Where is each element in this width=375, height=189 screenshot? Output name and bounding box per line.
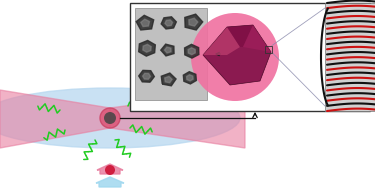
Polygon shape	[139, 70, 154, 82]
Polygon shape	[110, 90, 245, 148]
Polygon shape	[184, 44, 199, 58]
Ellipse shape	[0, 88, 240, 148]
Polygon shape	[143, 44, 151, 52]
Polygon shape	[0, 90, 110, 148]
Polygon shape	[183, 72, 196, 84]
Polygon shape	[203, 25, 271, 85]
Polygon shape	[243, 25, 271, 52]
Bar	[265, 46, 272, 53]
Polygon shape	[164, 47, 171, 53]
FancyArrow shape	[96, 177, 124, 187]
Polygon shape	[161, 44, 174, 56]
Circle shape	[191, 13, 279, 101]
Polygon shape	[142, 73, 150, 79]
Bar	[130, 3, 370, 111]
Circle shape	[104, 112, 116, 124]
Polygon shape	[188, 48, 195, 55]
Polygon shape	[185, 14, 203, 30]
Polygon shape	[187, 75, 193, 81]
Bar	[325, 3, 375, 111]
Polygon shape	[161, 17, 176, 29]
FancyArrow shape	[97, 164, 123, 174]
Circle shape	[105, 165, 115, 175]
Polygon shape	[165, 20, 172, 26]
Polygon shape	[139, 40, 155, 56]
Polygon shape	[203, 27, 240, 55]
Polygon shape	[141, 19, 150, 26]
Polygon shape	[227, 25, 253, 47]
Polygon shape	[189, 18, 198, 26]
Polygon shape	[161, 73, 176, 86]
Polygon shape	[136, 15, 154, 30]
Circle shape	[100, 108, 120, 128]
Bar	[135, 8, 207, 100]
Polygon shape	[165, 76, 172, 83]
